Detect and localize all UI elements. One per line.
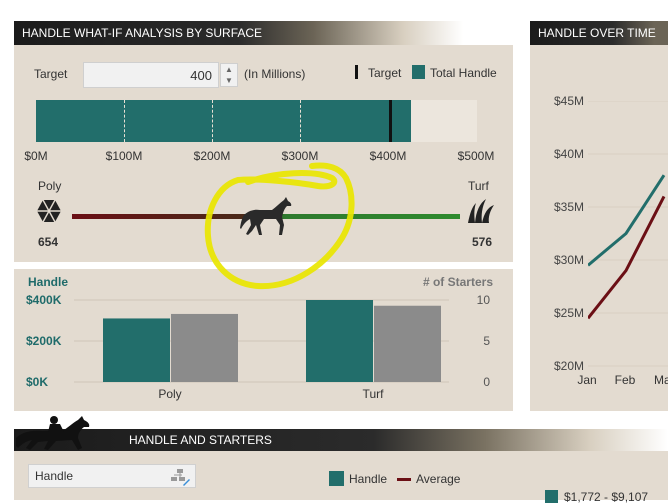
time-y-tick: $25M	[553, 306, 584, 320]
bar-axis-tick: $400M	[369, 149, 407, 163]
hierarchy-edit-icon[interactable]	[169, 468, 191, 486]
handle-bar	[306, 300, 373, 382]
starters-axis-title: # of Starters	[422, 275, 493, 289]
stepper-down-icon[interactable]: ▼	[225, 76, 233, 85]
range-swatch	[545, 490, 558, 503]
category-label: Turf	[362, 387, 384, 401]
starters-bar	[171, 313, 238, 382]
bar-axis-tick: $0M	[24, 149, 48, 163]
target-input[interactable]: 400	[83, 62, 219, 88]
over-time-panel: HANDLE OVER TIME $45M $40M $35M $30M $25…	[530, 21, 668, 411]
measure-dropdown-value: Handle	[35, 469, 74, 483]
whatif-title: HANDLE WHAT-IF ANALYSIS BY SURFACE	[22, 26, 263, 40]
legend-handle-swatch	[329, 471, 344, 486]
legend-total-swatch	[412, 65, 425, 79]
y-right-tick: 5	[483, 334, 490, 348]
horse-slider-handle-icon[interactable]	[238, 195, 294, 239]
poly-label: Poly	[38, 179, 62, 193]
bar-gridline	[300, 100, 301, 142]
turf-label: Turf	[468, 179, 489, 193]
jockey-horse-icon	[16, 416, 90, 450]
time-y-tick: $40M	[553, 147, 584, 161]
legend-target: Target	[368, 66, 402, 80]
target-marker	[388, 100, 392, 142]
bar-gridline	[212, 100, 213, 142]
starters-header: HANDLE AND STARTERS	[14, 429, 668, 451]
whatif-panel: HANDLE WHAT-IF ANALYSIS BY SURFACE Targe…	[14, 21, 513, 262]
poly-surface-icon	[37, 199, 61, 223]
target-stepper[interactable]: ▲ ▼	[220, 63, 238, 87]
starters-title: HANDLE AND STARTERS	[129, 433, 272, 447]
bar-axis-tick: $100M	[105, 149, 143, 163]
whatif-header: HANDLE WHAT-IF ANALYSIS BY SURFACE	[14, 21, 513, 45]
bullet-bar-fill	[36, 100, 411, 142]
bar-gridline	[124, 100, 125, 142]
bar-axis-tick: $200M	[193, 149, 231, 163]
category-label: Poly	[158, 387, 182, 401]
legend-average-line	[397, 478, 411, 481]
y-left-tick: $0K	[26, 375, 49, 389]
turf-surface-icon	[468, 199, 494, 223]
bar-axis-tick: $500M	[457, 149, 495, 163]
time-y-tick: $35M	[553, 200, 584, 214]
target-label: Target	[34, 67, 68, 81]
series-line	[588, 174, 666, 267]
bullet-bar-track	[36, 100, 477, 142]
legend-average: Average	[416, 472, 461, 486]
bar-axis-tick: $300M	[281, 149, 319, 163]
poly-value: 654	[38, 235, 59, 249]
time-x-tick: Jan	[577, 373, 597, 387]
series-line	[588, 195, 666, 320]
y-left-tick: $400K	[26, 293, 62, 307]
handle-chart-panel: Handle # of Starters $400K $200K $0K 10 …	[14, 269, 513, 411]
stepper-up-icon[interactable]: ▲	[225, 65, 233, 74]
legend-handle: Handle	[349, 472, 388, 486]
legend-target-mark	[355, 65, 358, 79]
time-x-tick: Feb	[614, 373, 636, 387]
time-y-tick: $45M	[553, 94, 584, 108]
y-right-tick: 10	[476, 293, 490, 307]
measure-dropdown[interactable]: Handle	[28, 464, 196, 488]
handle-axis-title: Handle	[28, 275, 69, 289]
handle-over-time-chart	[588, 101, 668, 367]
starters-panel: Handle Handle Average $1,772 - $9,107	[14, 451, 668, 504]
target-input-value: 400	[190, 68, 212, 83]
time-x-tick: Ma	[654, 373, 668, 387]
over-time-header: HANDLE OVER TIME	[530, 21, 668, 45]
time-y-tick: $20M	[553, 359, 584, 373]
starters-bar	[374, 305, 441, 382]
time-y-tick: $30M	[553, 253, 584, 267]
y-left-tick: $200K	[26, 334, 62, 348]
over-time-title: HANDLE OVER TIME	[538, 26, 656, 40]
legend-total: Total Handle	[430, 66, 497, 80]
handle-bar	[103, 318, 170, 382]
range-label: $1,772 - $9,107	[564, 490, 649, 504]
y-right-tick: 0	[483, 375, 490, 389]
handle-bar-chart	[74, 299, 449, 383]
units-label: (In Millions)	[244, 67, 306, 81]
turf-value: 576	[472, 235, 493, 249]
